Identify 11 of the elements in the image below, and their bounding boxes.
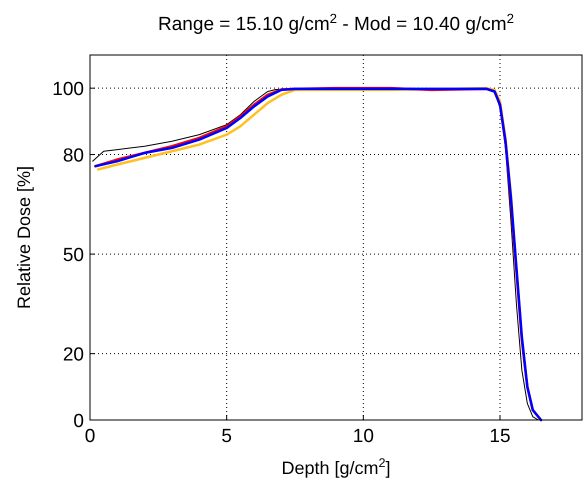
y-axis-title: Relative Dose [%]	[14, 166, 34, 310]
y-tick-label: 50	[62, 245, 84, 266]
y-tick-label: 100	[52, 79, 84, 100]
x-axis-title: Depth [g/cm$^{2}$]	[281, 456, 391, 478]
x-tick-label: 15	[489, 426, 511, 447]
chart-title: Range = 15.10 g/cm$^{2}$ - Mod = 10.40 g/cm$^{2}$	[158, 10, 514, 35]
y-tick-label: 20	[62, 344, 84, 366]
y-tick-label: 0	[73, 411, 84, 432]
x-tick-label: 5	[221, 426, 232, 447]
x-tick-label: 10	[352, 426, 374, 447]
y-tick-label: 80	[62, 146, 84, 167]
